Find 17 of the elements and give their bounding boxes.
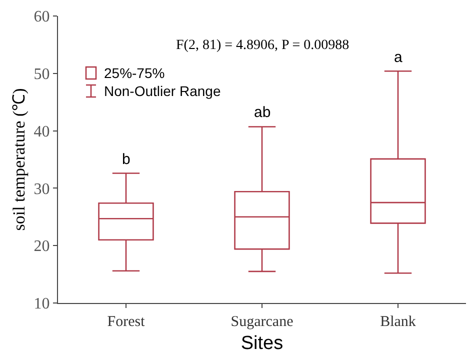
x-tick-label: Blank: [380, 314, 416, 330]
y-axis-title: soil temperature (℃): [9, 88, 28, 231]
annotation: ab: [254, 104, 271, 121]
y-tick-label: 60: [34, 8, 50, 26]
y-tick-label: 30: [34, 180, 50, 198]
annotation: a: [394, 49, 403, 66]
y-tick-label: 20: [34, 238, 50, 256]
annotation: b: [122, 151, 130, 168]
x-tick-label: Sugarcane: [230, 314, 294, 330]
x-tick-label: Forest: [107, 314, 146, 330]
y-tick-label: 50: [34, 66, 50, 83]
y-tick-label: 40: [34, 123, 50, 140]
annotation: F(2, 81) = 4.8906, P = 0.00988: [176, 38, 350, 53]
y-tick-label: 10: [34, 296, 50, 313]
annotation: Non-Outlier Range: [104, 83, 221, 99]
annotation: 25%-75%: [104, 65, 165, 81]
x-axis-title: Sites: [240, 332, 284, 354]
